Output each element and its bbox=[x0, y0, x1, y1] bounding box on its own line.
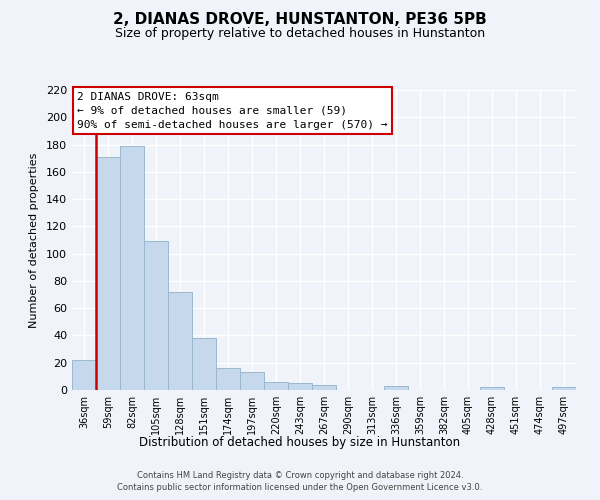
Text: 2, DIANAS DROVE, HUNSTANTON, PE36 5PB: 2, DIANAS DROVE, HUNSTANTON, PE36 5PB bbox=[113, 12, 487, 28]
Bar bbox=[120, 146, 144, 390]
Bar bbox=[192, 338, 216, 390]
Bar bbox=[312, 384, 336, 390]
Bar bbox=[96, 157, 120, 390]
Bar bbox=[144, 242, 168, 390]
Text: Contains HM Land Registry data © Crown copyright and database right 2024.: Contains HM Land Registry data © Crown c… bbox=[137, 472, 463, 480]
Bar bbox=[216, 368, 240, 390]
Bar bbox=[552, 388, 576, 390]
Bar bbox=[384, 386, 408, 390]
Text: Contains public sector information licensed under the Open Government Licence v3: Contains public sector information licen… bbox=[118, 483, 482, 492]
Y-axis label: Number of detached properties: Number of detached properties bbox=[29, 152, 39, 328]
Bar bbox=[240, 372, 264, 390]
Bar bbox=[72, 360, 96, 390]
Text: Size of property relative to detached houses in Hunstanton: Size of property relative to detached ho… bbox=[115, 28, 485, 40]
Bar bbox=[288, 383, 312, 390]
Text: Distribution of detached houses by size in Hunstanton: Distribution of detached houses by size … bbox=[139, 436, 461, 449]
Bar bbox=[168, 292, 192, 390]
Bar bbox=[480, 388, 504, 390]
Text: 2 DIANAS DROVE: 63sqm
← 9% of detached houses are smaller (59)
90% of semi-detac: 2 DIANAS DROVE: 63sqm ← 9% of detached h… bbox=[77, 92, 388, 130]
Bar bbox=[264, 382, 288, 390]
